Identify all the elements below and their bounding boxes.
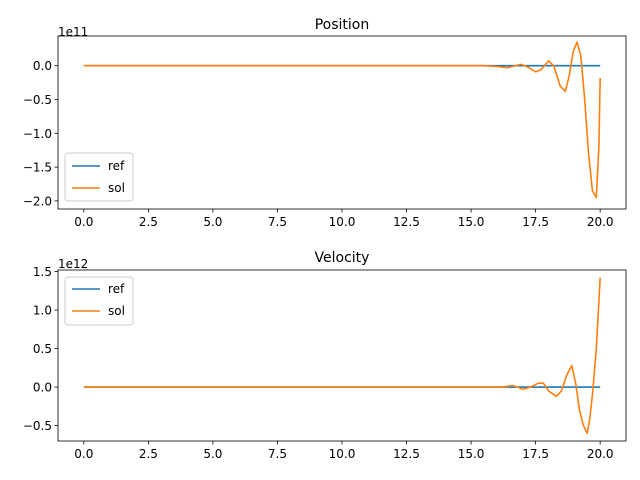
position-legend-box [64,152,134,202]
position-x-tick-label: 15.0 [458,215,485,229]
position-offset-label: 1e11 [58,25,88,39]
velocity-y-tick-label: 0.5 [33,342,52,356]
position-x-tick-label: 0.0 [74,215,93,229]
velocity-title: Velocity [315,250,370,266]
velocity-y-tick-label: 0.0 [33,381,52,395]
velocity-axes-frame [57,269,627,442]
position-x-tick-label: 2.5 [139,215,158,229]
position-subplot: Position 1e11 0.0 2.5 5.0 7.5 10.0 12.5 15.0 17… [23,17,627,229]
velocity-legend-sol-label: sol [108,304,125,318]
velocity-x-tick-label: 12.5 [393,447,420,461]
position-x-tick-label: 5.0 [203,215,222,229]
velocity-x-tick-label: 17.5 [522,447,549,461]
velocity-x-tick-label: 2.5 [139,447,158,461]
velocity-offset-label: 1e12 [58,257,88,271]
velocity-x-tick-label: 0.0 [74,447,93,461]
velocity-legend-ref-label: ref [108,282,125,296]
position-legend-sol-label: sol [108,181,125,195]
position-plot-area: 0.0 2.5 5.0 7.5 10.0 12.5 15.0 17.5 20.0 0.0 −0.5 −… [23,41,614,229]
position-legend: ref sol [64,152,134,202]
velocity-x-tick-label: 10.0 [329,447,356,461]
velocity-x-tick-label: 5.0 [203,447,222,461]
position-title: Position [315,17,370,33]
velocity-series-sol [83,277,601,435]
velocity-legend: ref sol [64,276,134,326]
velocity-subplot: Velocity 1e12 0.0 2.5 5.0 7.5 10.0 12.5 15.0 17… [23,250,627,461]
velocity-x-tick-label: 20.0 [587,447,614,461]
velocity-y-tick-label: 1.5 [33,265,52,279]
position-x-tick-label: 7.5 [268,215,287,229]
velocity-plot-area: 0.0 2.5 5.0 7.5 10.0 12.5 15.0 17.5 20.0 1.5 1.0 0.… [23,265,614,461]
position-x-tick-label: 17.5 [522,215,549,229]
velocity-y-tick-label: −0.5 [23,419,52,433]
position-y-tick-label: −1.0 [23,127,52,141]
position-x-tick-label: 20.0 [587,215,614,229]
position-series-sol [83,41,601,199]
position-x-tick-label: 12.5 [393,215,420,229]
position-y-tick-label: 0.0 [33,59,52,73]
position-y-tick-label: −0.5 [23,93,52,107]
velocity-x-tick-label: 7.5 [268,447,287,461]
position-legend-ref-label: ref [108,159,125,173]
position-y-tick-label: −1.5 [23,161,52,175]
velocity-x-tick-label: 15.0 [458,447,485,461]
position-y-tick-label: −2.0 [23,194,52,208]
position-axes-frame [57,35,627,210]
position-x-tick-label: 10.0 [329,215,356,229]
velocity-y-tick-label: 1.0 [33,304,52,318]
